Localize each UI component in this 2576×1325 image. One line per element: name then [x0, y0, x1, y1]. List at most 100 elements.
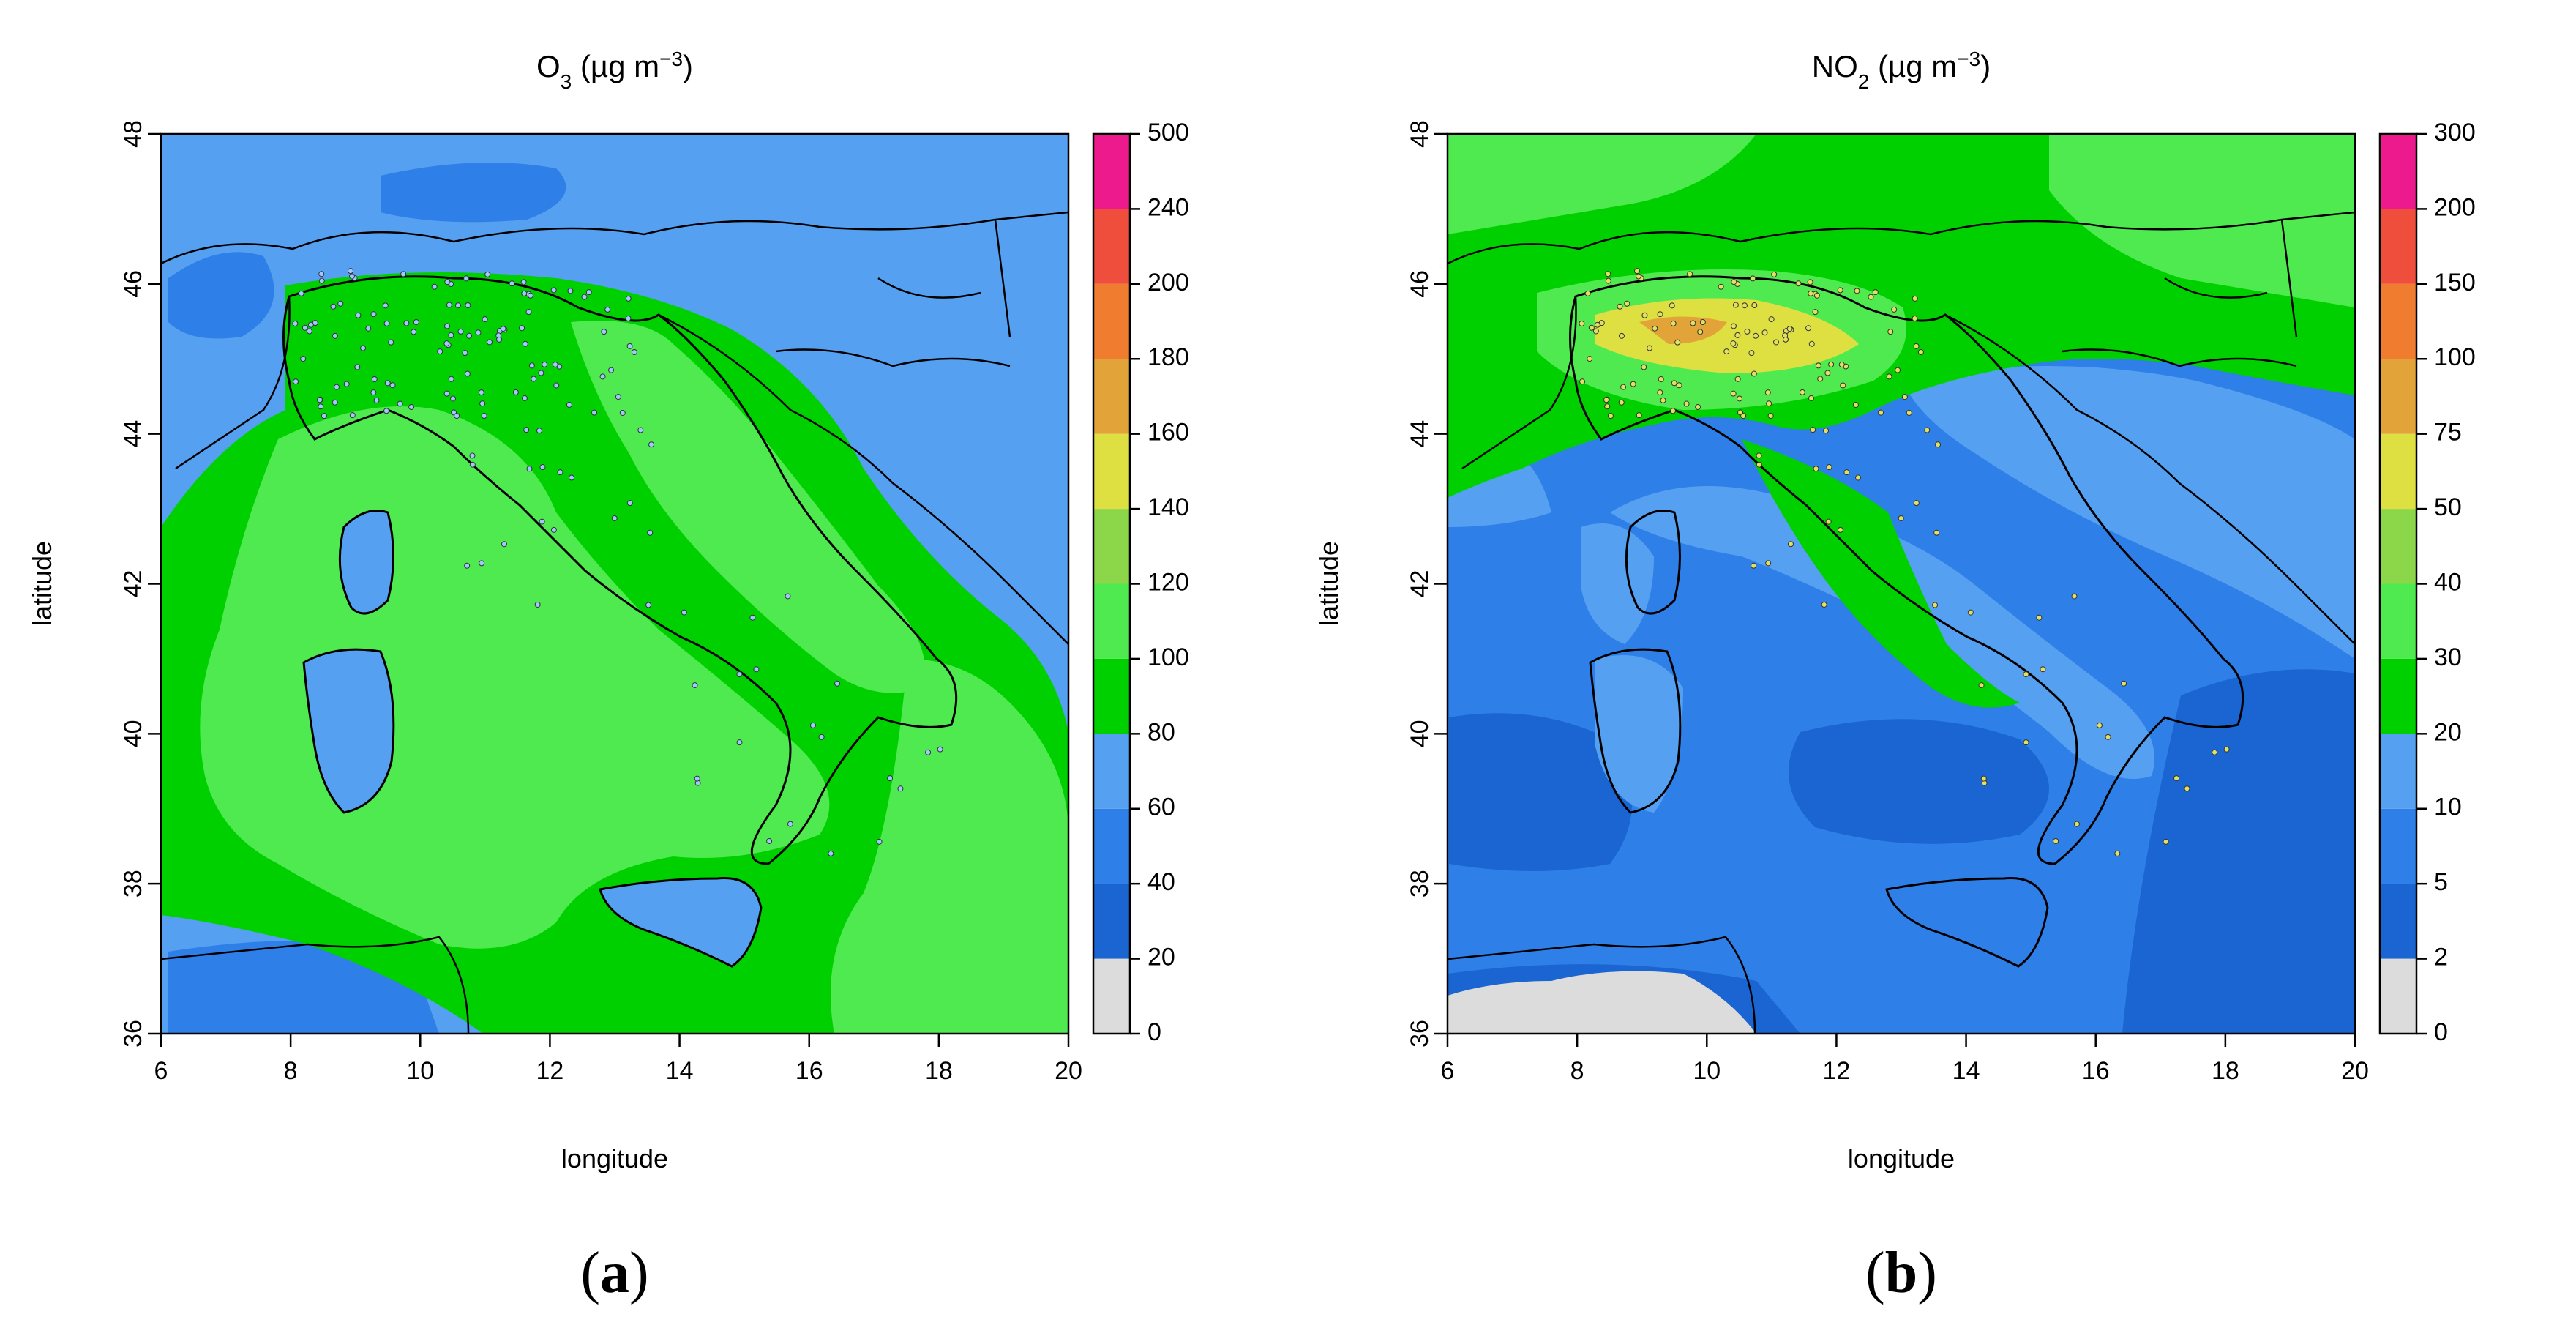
station-marker — [1917, 348, 1924, 355]
legend-swatch — [2380, 509, 2416, 584]
panel-b-balkan-borders — [2062, 219, 2298, 367]
station-marker — [611, 515, 618, 521]
station-marker — [1636, 412, 1642, 419]
legend-swatch — [1093, 509, 1130, 584]
station-marker — [383, 320, 390, 326]
panel-b-title: NO2 (µg m−3) — [1812, 48, 1991, 93]
station-marker — [382, 302, 389, 309]
station-marker — [525, 309, 532, 316]
station-marker — [787, 821, 793, 827]
y-tick-label: 42 — [119, 570, 147, 598]
station-marker — [337, 300, 344, 307]
panel-b-sicily — [1885, 877, 2049, 968]
station-marker — [1912, 295, 1918, 302]
station-marker — [1751, 562, 1757, 569]
station-marker — [681, 609, 687, 616]
legend-label: 50 — [2434, 493, 2462, 521]
x-tick-label: 20 — [2341, 1057, 2369, 1085]
station-marker — [1624, 300, 1630, 307]
legend-label: 200 — [2434, 193, 2476, 221]
station-marker — [349, 412, 356, 419]
station-marker — [1821, 601, 1827, 608]
x-tick-label: 10 — [1693, 1057, 1721, 1085]
station-marker — [1978, 682, 1985, 689]
station-marker — [1741, 302, 1748, 309]
station-marker — [534, 601, 541, 608]
station-marker — [383, 408, 390, 414]
legend-label: 150 — [2434, 269, 2476, 296]
panel-b-no2-map: NO2 (µg m−3) — [1314, 48, 2476, 1306]
station-marker — [818, 734, 825, 740]
legend-swatch — [2380, 958, 2416, 1034]
station-marker — [1617, 303, 1623, 310]
station-marker — [1734, 332, 1741, 338]
station-marker — [321, 413, 327, 419]
station-marker — [1751, 302, 1758, 309]
station-marker — [469, 452, 476, 459]
x-tick-label: 6 — [1441, 1057, 1455, 1085]
station-marker — [1837, 526, 1843, 533]
panel-a-caption: (a) — [580, 1241, 648, 1305]
station-marker — [647, 529, 654, 536]
station-marker — [400, 271, 407, 277]
station-marker — [1618, 399, 1625, 406]
panel-b-band-10-20-sardinia — [1595, 655, 1683, 813]
panel-b-alpine-border — [1448, 211, 2355, 265]
y-tick-label: 40 — [119, 720, 147, 747]
legend-swatch — [2380, 808, 2416, 884]
station-marker — [481, 412, 487, 419]
station-marker — [1750, 275, 1756, 282]
station-marker — [550, 526, 557, 533]
station-marker — [2096, 722, 2103, 728]
panel-b-sea-dark-ionian — [2122, 669, 2355, 1034]
station-marker — [539, 518, 545, 525]
station-marker — [1657, 311, 1663, 318]
legend-label: 100 — [1147, 643, 1189, 671]
station-marker — [370, 311, 377, 318]
station-marker — [501, 541, 507, 548]
legend-label: 30 — [2434, 643, 2462, 671]
station-marker — [749, 614, 756, 621]
x-tick-label: 14 — [666, 1057, 694, 1085]
y-tick-label: 46 — [119, 270, 147, 298]
station-marker — [1630, 381, 1636, 387]
panel-a-west-low — [168, 252, 274, 339]
station-marker — [1840, 382, 1846, 389]
station-marker — [1895, 367, 1901, 373]
station-marker — [1618, 332, 1625, 339]
station-marker — [1607, 413, 1614, 419]
station-marker — [334, 384, 340, 390]
station-marker — [1912, 315, 1918, 321]
station-marker — [1887, 329, 1894, 335]
legend-swatch — [2380, 734, 2416, 809]
legend-swatch — [1093, 134, 1130, 209]
station-marker — [887, 775, 894, 782]
legend-swatch — [1093, 433, 1130, 510]
station-marker — [619, 409, 626, 416]
x-tick-label: 16 — [795, 1057, 823, 1085]
station-marker — [591, 409, 598, 416]
panel-b-legend: 0 2 5 10 20 30 40 50 75 100 150 200 300 — [2378, 119, 2476, 1046]
station-marker — [2105, 734, 2111, 740]
station-marker — [1671, 380, 1677, 387]
station-marker — [1579, 320, 1585, 326]
station-marker — [1730, 340, 1737, 347]
station-marker — [1828, 361, 1835, 367]
station-marker — [520, 279, 527, 285]
station-marker — [2023, 739, 2029, 746]
station-marker — [937, 746, 943, 753]
station-marker — [1756, 452, 1762, 459]
panel-b-corsica — [1625, 510, 1681, 615]
panel-b-sardinia — [1589, 648, 1682, 814]
legend-swatch — [2380, 884, 2416, 959]
legend-label: 0 — [1147, 1018, 1161, 1046]
panel-a-band-100-120-east — [831, 659, 1068, 1034]
legend-label: 5 — [2434, 868, 2448, 896]
station-marker — [1886, 373, 1892, 380]
panel-a-italy-coast — [282, 275, 958, 865]
station-marker — [1808, 395, 1814, 401]
station-marker — [2174, 775, 2180, 782]
station-marker — [897, 785, 904, 792]
station-marker — [1838, 362, 1845, 368]
legend-swatch — [1093, 734, 1130, 809]
